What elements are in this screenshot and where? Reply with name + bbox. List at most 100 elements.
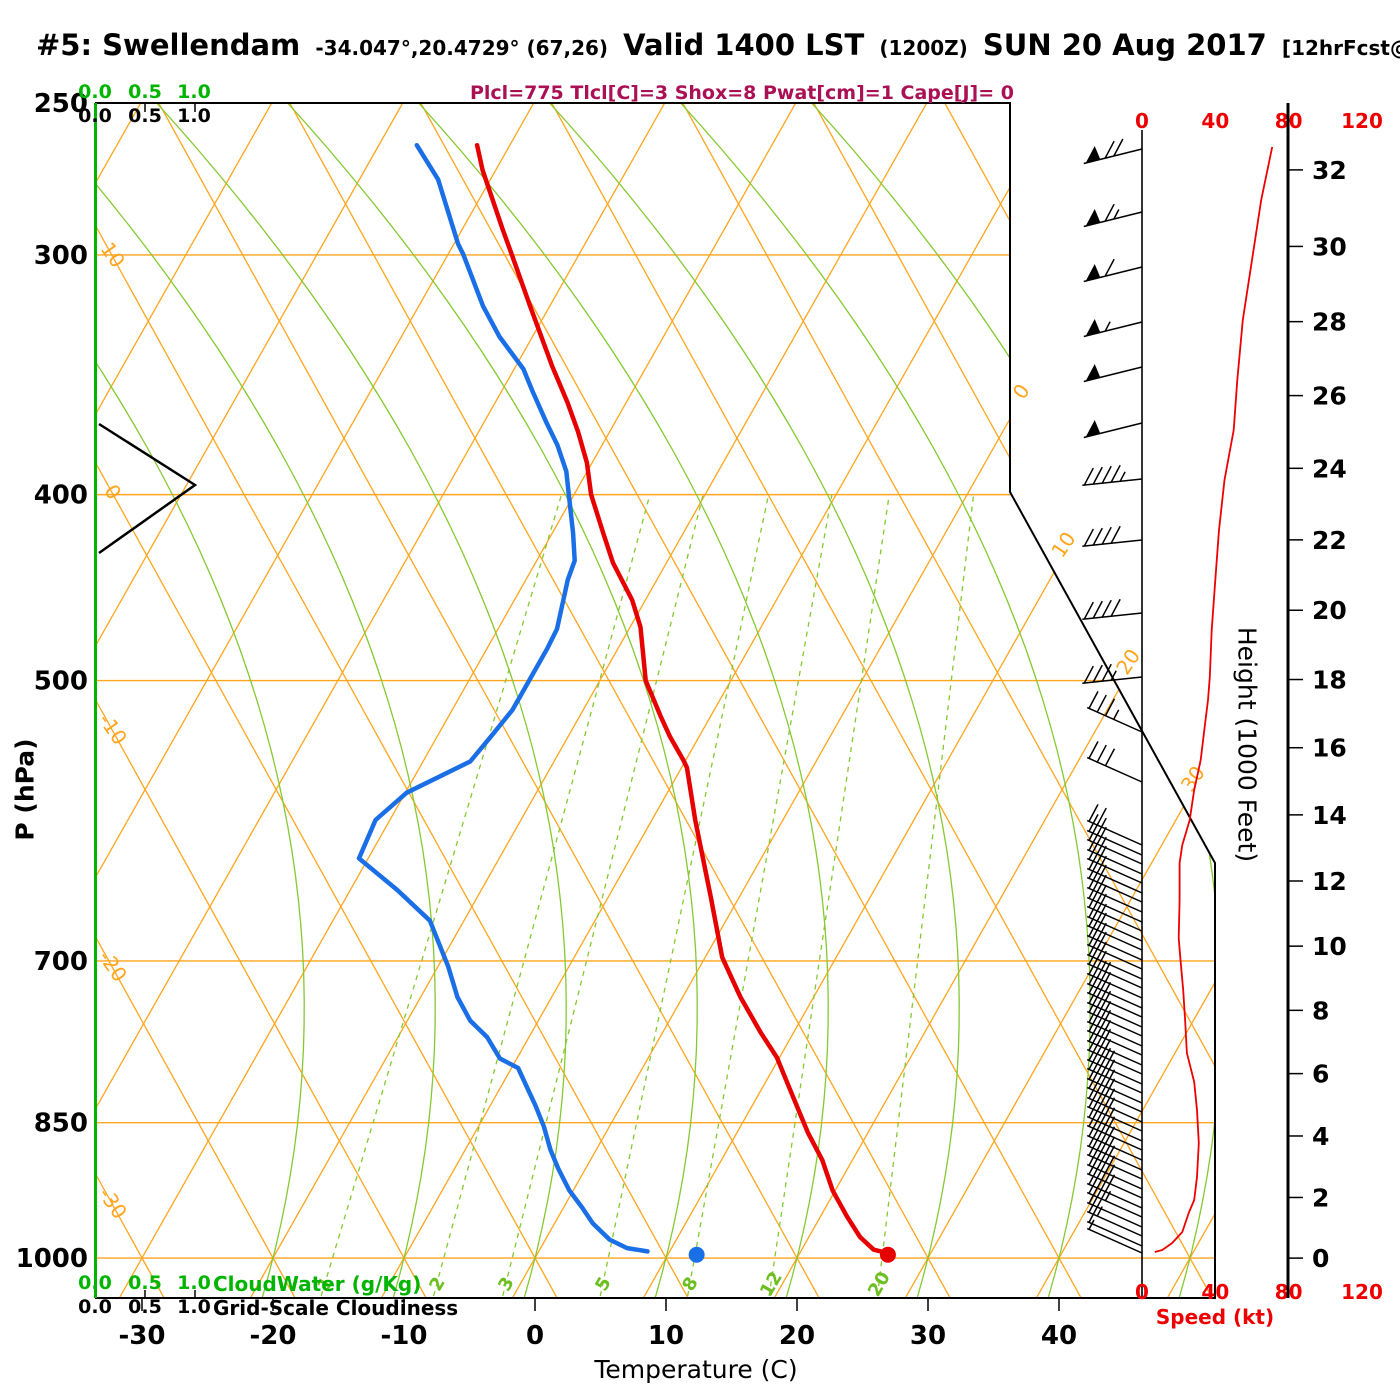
wind-barb — [1086, 871, 1143, 913]
cloud-scale-value: 0.0 — [78, 1272, 112, 1294]
wind-barb — [1082, 464, 1143, 487]
cloud-scale-value: 0.5 — [128, 1272, 162, 1294]
speed-tick-label: 0 — [1135, 1280, 1149, 1304]
temperature-tick-label: -30 — [119, 1321, 166, 1351]
wind-barb — [1086, 833, 1143, 875]
cloudiness-axis-label: Grid-Scale Cloudiness — [213, 1296, 459, 1320]
valid-time: Valid 1400 LST — [623, 28, 865, 62]
isotherm-line — [1162, 103, 1215, 1298]
dry-adiabat-line — [95, 103, 300, 1298]
wind-barb — [1086, 1014, 1143, 1056]
wind-barb — [1086, 957, 1143, 999]
cloud-scale-value: 0.5 — [128, 81, 162, 103]
wind-speed-curve — [1154, 146, 1274, 1253]
surface-temperature-dot — [879, 1246, 896, 1263]
speed-tick-label: 120 — [1341, 109, 1383, 133]
wind-barb — [1082, 598, 1143, 621]
mixing-ratio-line — [432, 494, 651, 1297]
wind-barb — [1086, 1167, 1143, 1209]
wind-barb — [1083, 420, 1143, 439]
wind-barb — [1086, 804, 1143, 846]
wind-barb — [1086, 842, 1143, 884]
isotherm-line — [95, 103, 536, 1298]
cloud-scale-value: 0.5 — [128, 1296, 162, 1318]
dry-adiabat-line — [942, 103, 1215, 1298]
temperature-tick-label: 0 — [526, 1321, 544, 1351]
dry-adiabat-label: -20 — [94, 946, 132, 987]
height-tick-label: 26 — [1312, 382, 1347, 411]
isotherm-line — [95, 103, 405, 1298]
pressure-axis-label: P (hPa) — [10, 738, 40, 841]
height-tick-label: 30 — [1312, 232, 1347, 261]
dry-adiabat-line — [156, 103, 824, 1298]
station-title: #5: Swellendam — [36, 28, 301, 62]
cloud-scale-value: 1.0 — [177, 1272, 211, 1294]
moist-adiabat-line — [95, 103, 436, 1298]
speed-axis-label: Speed (kt) — [1155, 1305, 1275, 1329]
mixing-ratio-line — [876, 494, 975, 1297]
cloud-scale-value: 0.5 — [128, 105, 162, 127]
dry-adiabat-label: 10 — [96, 238, 130, 273]
wind-barb — [1082, 525, 1143, 548]
temperature-axis-label: Temperature (C) — [594, 1355, 798, 1384]
pressure-tick-label: 850 — [34, 1109, 88, 1139]
wind-barb — [1086, 938, 1143, 980]
height-tick-label: 8 — [1312, 996, 1329, 1025]
wind-barb — [1086, 1148, 1143, 1190]
temperature-tick-label: 20 — [779, 1321, 815, 1351]
isotherm-label: 10 — [1046, 527, 1080, 562]
title-bar: #5: Swellendam -34.047°,20.4729° (67,26)… — [36, 28, 1400, 62]
zulu-time: (1200Z) — [879, 36, 968, 60]
mixing-ratio-label: 8 — [678, 1274, 702, 1295]
wind-barb — [1086, 852, 1143, 894]
dry-adiabat-line — [287, 103, 955, 1298]
moist-adiabat-line — [546, 103, 960, 1298]
wind-barb — [1086, 1157, 1143, 1199]
cloud-scale-value: 1.0 — [177, 1296, 211, 1318]
background-grid — [0, 100, 1215, 1305]
moist-adiabat-line — [153, 103, 567, 1298]
wind-barb — [1086, 881, 1143, 923]
station-coords: -34.047°,20.4729° (67,26) — [315, 36, 609, 60]
height-axis-label: Height (1000 Feet) — [1232, 626, 1262, 863]
pressure-tick-label: 500 — [34, 667, 88, 697]
wind-barb — [1086, 1119, 1143, 1161]
cloud-scale-value: 0.0 — [78, 81, 112, 103]
height-tick-label: 6 — [1312, 1060, 1329, 1089]
wind-barb — [1083, 364, 1143, 383]
height-tick-label: 20 — [1312, 596, 1347, 625]
isotherm-line — [638, 103, 1215, 1298]
isotherm-label: 30 — [1176, 762, 1210, 797]
wind-barb — [1086, 900, 1143, 942]
wind-barb — [1086, 1176, 1143, 1218]
wind-barb — [1086, 861, 1143, 903]
height-tick-label: 14 — [1312, 801, 1347, 830]
height-tick-label: 22 — [1312, 526, 1347, 555]
wind-barb — [1083, 203, 1143, 228]
isotherm-line — [769, 103, 1215, 1298]
wind-barb — [1086, 909, 1143, 951]
mixing-ratio-label: 12 — [756, 1268, 787, 1300]
wind-barb — [1086, 814, 1143, 856]
height-tick-label: 18 — [1312, 666, 1347, 695]
speed-tick-label: 40 — [1201, 1280, 1229, 1304]
wind-barb — [1086, 1062, 1143, 1104]
wind-barb — [1082, 663, 1143, 685]
temperature-curve — [474, 142, 890, 1256]
temperature-tick-label: -10 — [381, 1321, 428, 1351]
wind-barb — [1086, 1205, 1143, 1247]
height-tick-label: 28 — [1312, 308, 1347, 337]
isotherm-line — [0, 100, 11, 1305]
height-tick-label: 16 — [1312, 734, 1347, 763]
temperature-tick-label: 30 — [910, 1321, 946, 1351]
pressure-tick-label: 1000 — [16, 1244, 88, 1274]
wind-barb — [1086, 947, 1143, 989]
wind-barb — [1086, 1071, 1143, 1113]
wind-barb — [1086, 890, 1143, 932]
isotherm-line — [376, 103, 1060, 1298]
isotherm-line — [245, 103, 929, 1298]
dry-adiabat-line — [95, 103, 431, 1298]
mixing-ratio-label: 5 — [591, 1274, 615, 1295]
wind-barb — [1086, 995, 1143, 1037]
